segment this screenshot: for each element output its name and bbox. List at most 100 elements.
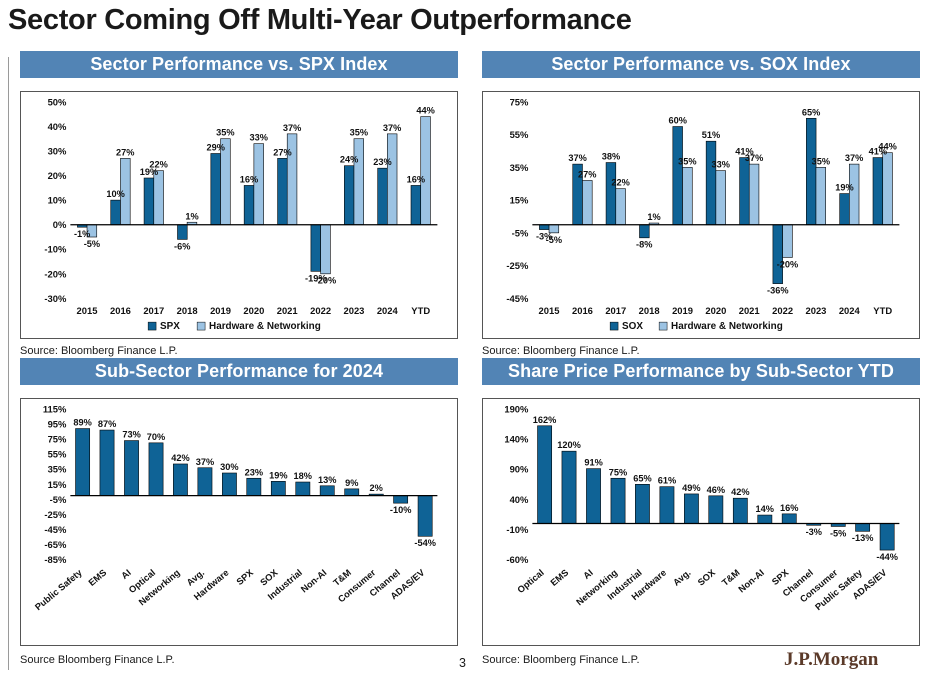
svg-text:0%: 0% bbox=[53, 219, 67, 230]
svg-text:22%: 22% bbox=[149, 160, 167, 170]
svg-text:24%: 24% bbox=[340, 155, 358, 165]
svg-text:23%: 23% bbox=[245, 467, 263, 477]
svg-text:35%: 35% bbox=[678, 156, 696, 166]
svg-text:35%: 35% bbox=[350, 128, 368, 138]
svg-text:75%: 75% bbox=[609, 467, 627, 477]
svg-text:61%: 61% bbox=[658, 476, 676, 486]
svg-text:35%: 35% bbox=[812, 156, 830, 166]
svg-text:2016: 2016 bbox=[110, 305, 131, 316]
svg-text:16%: 16% bbox=[407, 174, 425, 184]
svg-text:15%: 15% bbox=[48, 479, 67, 490]
svg-text:90%: 90% bbox=[510, 464, 529, 475]
svg-text:37%: 37% bbox=[745, 153, 763, 163]
svg-text:1%: 1% bbox=[647, 212, 660, 222]
svg-text:16%: 16% bbox=[780, 503, 798, 513]
svg-text:-65%: -65% bbox=[44, 539, 67, 550]
svg-text:51%: 51% bbox=[702, 130, 720, 140]
svg-text:46%: 46% bbox=[707, 485, 725, 495]
svg-text:55%: 55% bbox=[48, 449, 67, 460]
svg-text:44%: 44% bbox=[878, 142, 896, 152]
svg-text:-5%: -5% bbox=[84, 239, 100, 249]
svg-text:73%: 73% bbox=[122, 430, 140, 440]
svg-text:9%: 9% bbox=[345, 478, 358, 488]
svg-text:37%: 37% bbox=[845, 153, 863, 163]
svg-text:-5%: -5% bbox=[512, 227, 529, 238]
svg-text:27%: 27% bbox=[578, 170, 596, 180]
svg-text:-10%: -10% bbox=[506, 524, 529, 535]
svg-text:2021: 2021 bbox=[739, 305, 760, 316]
svg-text:2020: 2020 bbox=[243, 305, 264, 316]
svg-text:-36%: -36% bbox=[767, 286, 789, 296]
svg-text:29%: 29% bbox=[206, 143, 224, 153]
svg-text:87%: 87% bbox=[98, 419, 116, 429]
svg-text:2022: 2022 bbox=[310, 305, 331, 316]
svg-text:44%: 44% bbox=[416, 106, 434, 116]
svg-text:162%: 162% bbox=[533, 415, 557, 425]
svg-text:-20%: -20% bbox=[777, 259, 799, 269]
svg-text:37%: 37% bbox=[383, 123, 401, 133]
svg-text:115%: 115% bbox=[43, 403, 67, 414]
svg-text:2017: 2017 bbox=[143, 305, 164, 316]
svg-text:19%: 19% bbox=[835, 183, 853, 193]
svg-text:37%: 37% bbox=[283, 123, 301, 133]
svg-text:19%: 19% bbox=[269, 470, 287, 480]
svg-text:120%: 120% bbox=[557, 440, 581, 450]
svg-text:2016: 2016 bbox=[572, 305, 593, 316]
svg-text:55%: 55% bbox=[510, 129, 529, 140]
svg-text:10%: 10% bbox=[106, 189, 124, 199]
svg-text:27%: 27% bbox=[273, 147, 291, 157]
svg-text:70%: 70% bbox=[147, 432, 165, 442]
svg-text:-10%: -10% bbox=[44, 244, 67, 255]
svg-text:65%: 65% bbox=[802, 107, 820, 117]
svg-text:40%: 40% bbox=[510, 494, 529, 505]
svg-text:SPX: SPX bbox=[160, 321, 180, 332]
svg-text:2%: 2% bbox=[370, 483, 383, 493]
svg-text:33%: 33% bbox=[250, 133, 268, 143]
svg-text:SOX: SOX bbox=[622, 321, 643, 332]
svg-text:60%: 60% bbox=[668, 116, 686, 126]
svg-text:89%: 89% bbox=[73, 418, 91, 428]
svg-text:-20%: -20% bbox=[315, 276, 337, 286]
svg-text:27%: 27% bbox=[116, 147, 134, 157]
svg-text:30%: 30% bbox=[48, 145, 67, 156]
svg-text:-30%: -30% bbox=[44, 293, 67, 304]
svg-text:-10%: -10% bbox=[390, 505, 412, 515]
svg-text:Hardware & Networking: Hardware & Networking bbox=[209, 321, 321, 332]
svg-text:2024: 2024 bbox=[839, 305, 861, 316]
svg-text:-25%: -25% bbox=[44, 509, 67, 520]
svg-text:14%: 14% bbox=[756, 504, 774, 514]
svg-text:75%: 75% bbox=[48, 434, 67, 445]
svg-text:37%: 37% bbox=[196, 457, 214, 467]
svg-text:95%: 95% bbox=[48, 418, 67, 429]
svg-text:35%: 35% bbox=[510, 162, 529, 173]
svg-text:YTD: YTD bbox=[411, 305, 430, 316]
svg-text:2022: 2022 bbox=[772, 305, 793, 316]
svg-text:2023: 2023 bbox=[343, 305, 364, 316]
svg-text:35%: 35% bbox=[48, 464, 67, 475]
svg-text:75%: 75% bbox=[510, 96, 529, 107]
svg-text:30%: 30% bbox=[220, 462, 238, 472]
svg-text:37%: 37% bbox=[568, 153, 586, 163]
svg-text:-25%: -25% bbox=[506, 260, 529, 271]
svg-text:2023: 2023 bbox=[805, 305, 826, 316]
svg-text:1%: 1% bbox=[185, 211, 198, 221]
svg-text:-20%: -20% bbox=[44, 268, 67, 279]
svg-text:-44%: -44% bbox=[876, 552, 898, 562]
svg-text:20%: 20% bbox=[48, 170, 67, 181]
svg-text:-45%: -45% bbox=[44, 524, 67, 535]
svg-text:40%: 40% bbox=[48, 121, 67, 132]
svg-text:-45%: -45% bbox=[506, 293, 529, 304]
svg-text:33%: 33% bbox=[712, 160, 730, 170]
svg-text:2020: 2020 bbox=[705, 305, 726, 316]
svg-text:YTD: YTD bbox=[873, 305, 892, 316]
svg-text:10%: 10% bbox=[48, 195, 67, 206]
svg-text:65%: 65% bbox=[633, 473, 651, 483]
svg-text:18%: 18% bbox=[294, 471, 312, 481]
svg-text:22%: 22% bbox=[611, 178, 629, 188]
svg-text:16%: 16% bbox=[240, 174, 258, 184]
svg-text:2019: 2019 bbox=[672, 305, 693, 316]
svg-text:-85%: -85% bbox=[44, 554, 67, 565]
svg-text:-54%: -54% bbox=[414, 538, 436, 548]
svg-text:15%: 15% bbox=[510, 195, 529, 206]
svg-text:23%: 23% bbox=[373, 157, 391, 167]
